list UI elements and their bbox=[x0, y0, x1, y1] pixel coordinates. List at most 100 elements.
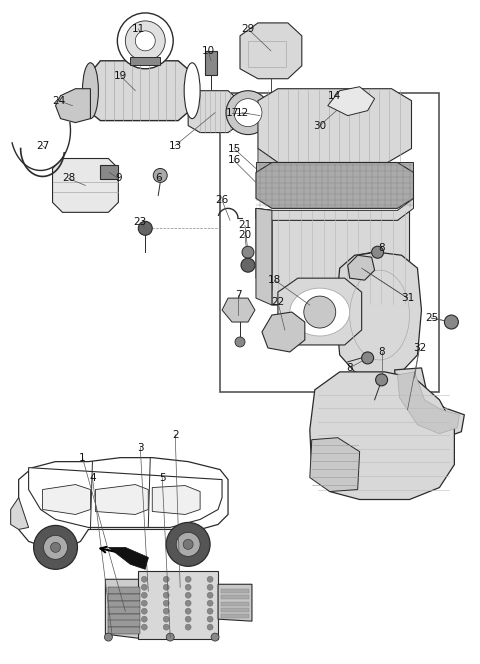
Bar bbox=[221, 596, 249, 600]
Circle shape bbox=[163, 624, 169, 630]
Polygon shape bbox=[262, 312, 305, 352]
Polygon shape bbox=[310, 438, 360, 491]
Text: 8: 8 bbox=[347, 363, 353, 373]
Circle shape bbox=[176, 533, 200, 556]
Circle shape bbox=[207, 592, 213, 598]
Text: 7: 7 bbox=[235, 290, 241, 300]
Circle shape bbox=[163, 584, 169, 590]
Bar bbox=[221, 614, 249, 618]
Circle shape bbox=[135, 31, 155, 51]
Circle shape bbox=[163, 616, 169, 622]
Circle shape bbox=[44, 535, 68, 559]
Text: 31: 31 bbox=[401, 293, 414, 303]
Circle shape bbox=[444, 315, 458, 329]
Circle shape bbox=[207, 624, 213, 630]
Polygon shape bbox=[258, 149, 278, 177]
Text: 11: 11 bbox=[132, 24, 145, 34]
Circle shape bbox=[163, 608, 169, 614]
Circle shape bbox=[207, 616, 213, 622]
Polygon shape bbox=[188, 91, 242, 133]
Text: 21: 21 bbox=[239, 220, 252, 230]
Polygon shape bbox=[256, 163, 413, 208]
Text: 29: 29 bbox=[241, 24, 254, 34]
Polygon shape bbox=[336, 252, 421, 378]
Bar bbox=[108, 600, 140, 608]
Bar bbox=[108, 627, 140, 634]
Polygon shape bbox=[256, 199, 413, 220]
Circle shape bbox=[185, 576, 191, 582]
Text: 24: 24 bbox=[52, 96, 65, 106]
Circle shape bbox=[185, 608, 191, 614]
Text: 19: 19 bbox=[114, 71, 127, 81]
Circle shape bbox=[166, 633, 174, 641]
Polygon shape bbox=[19, 457, 228, 547]
Bar bbox=[221, 589, 249, 593]
Bar bbox=[108, 594, 140, 601]
Text: 17: 17 bbox=[226, 108, 239, 118]
Circle shape bbox=[185, 584, 191, 590]
Text: 5: 5 bbox=[159, 473, 166, 483]
Circle shape bbox=[117, 13, 173, 69]
Bar bbox=[108, 587, 140, 594]
Ellipse shape bbox=[83, 63, 98, 119]
Polygon shape bbox=[43, 485, 90, 515]
Text: 18: 18 bbox=[268, 275, 282, 285]
Text: 2: 2 bbox=[172, 430, 179, 440]
Text: 12: 12 bbox=[235, 108, 249, 118]
Circle shape bbox=[211, 633, 219, 641]
Circle shape bbox=[153, 169, 167, 183]
Polygon shape bbox=[395, 368, 464, 438]
Circle shape bbox=[185, 616, 191, 622]
Text: 3: 3 bbox=[137, 443, 144, 453]
Circle shape bbox=[207, 584, 213, 590]
Circle shape bbox=[185, 600, 191, 606]
Text: 27: 27 bbox=[36, 141, 49, 151]
Text: 14: 14 bbox=[328, 91, 341, 101]
Text: 20: 20 bbox=[239, 230, 252, 240]
Bar bbox=[221, 602, 249, 606]
Polygon shape bbox=[328, 87, 374, 116]
Text: 30: 30 bbox=[313, 121, 326, 131]
Polygon shape bbox=[152, 485, 200, 515]
Polygon shape bbox=[108, 547, 148, 569]
Circle shape bbox=[207, 608, 213, 614]
Text: 28: 28 bbox=[62, 173, 75, 183]
Text: 10: 10 bbox=[202, 46, 215, 56]
Circle shape bbox=[104, 633, 112, 641]
Circle shape bbox=[183, 539, 193, 549]
Circle shape bbox=[185, 592, 191, 598]
Circle shape bbox=[304, 296, 336, 328]
Circle shape bbox=[141, 616, 147, 622]
Bar bbox=[108, 607, 140, 614]
Text: 25: 25 bbox=[425, 313, 438, 323]
Polygon shape bbox=[90, 61, 192, 121]
Polygon shape bbox=[222, 298, 255, 322]
Circle shape bbox=[372, 246, 384, 258]
Text: 15: 15 bbox=[228, 143, 240, 153]
Bar bbox=[100, 165, 119, 179]
Text: 23: 23 bbox=[133, 217, 147, 227]
Text: 6: 6 bbox=[155, 173, 162, 183]
Circle shape bbox=[34, 525, 77, 569]
Circle shape bbox=[141, 584, 147, 590]
Text: 1: 1 bbox=[79, 453, 86, 463]
Bar bbox=[108, 614, 140, 621]
Circle shape bbox=[361, 352, 373, 364]
Polygon shape bbox=[52, 159, 119, 212]
Text: 9: 9 bbox=[115, 173, 121, 183]
Circle shape bbox=[141, 592, 147, 598]
Polygon shape bbox=[256, 208, 272, 305]
Circle shape bbox=[166, 523, 210, 566]
Circle shape bbox=[141, 600, 147, 606]
Circle shape bbox=[125, 21, 165, 61]
Circle shape bbox=[241, 258, 255, 272]
Text: 13: 13 bbox=[168, 141, 182, 151]
Ellipse shape bbox=[184, 63, 200, 119]
Circle shape bbox=[226, 91, 270, 135]
Circle shape bbox=[234, 99, 262, 127]
Circle shape bbox=[163, 592, 169, 598]
Bar bbox=[108, 620, 140, 627]
Text: 8: 8 bbox=[378, 347, 385, 357]
Polygon shape bbox=[138, 571, 218, 639]
Bar bbox=[130, 57, 160, 65]
